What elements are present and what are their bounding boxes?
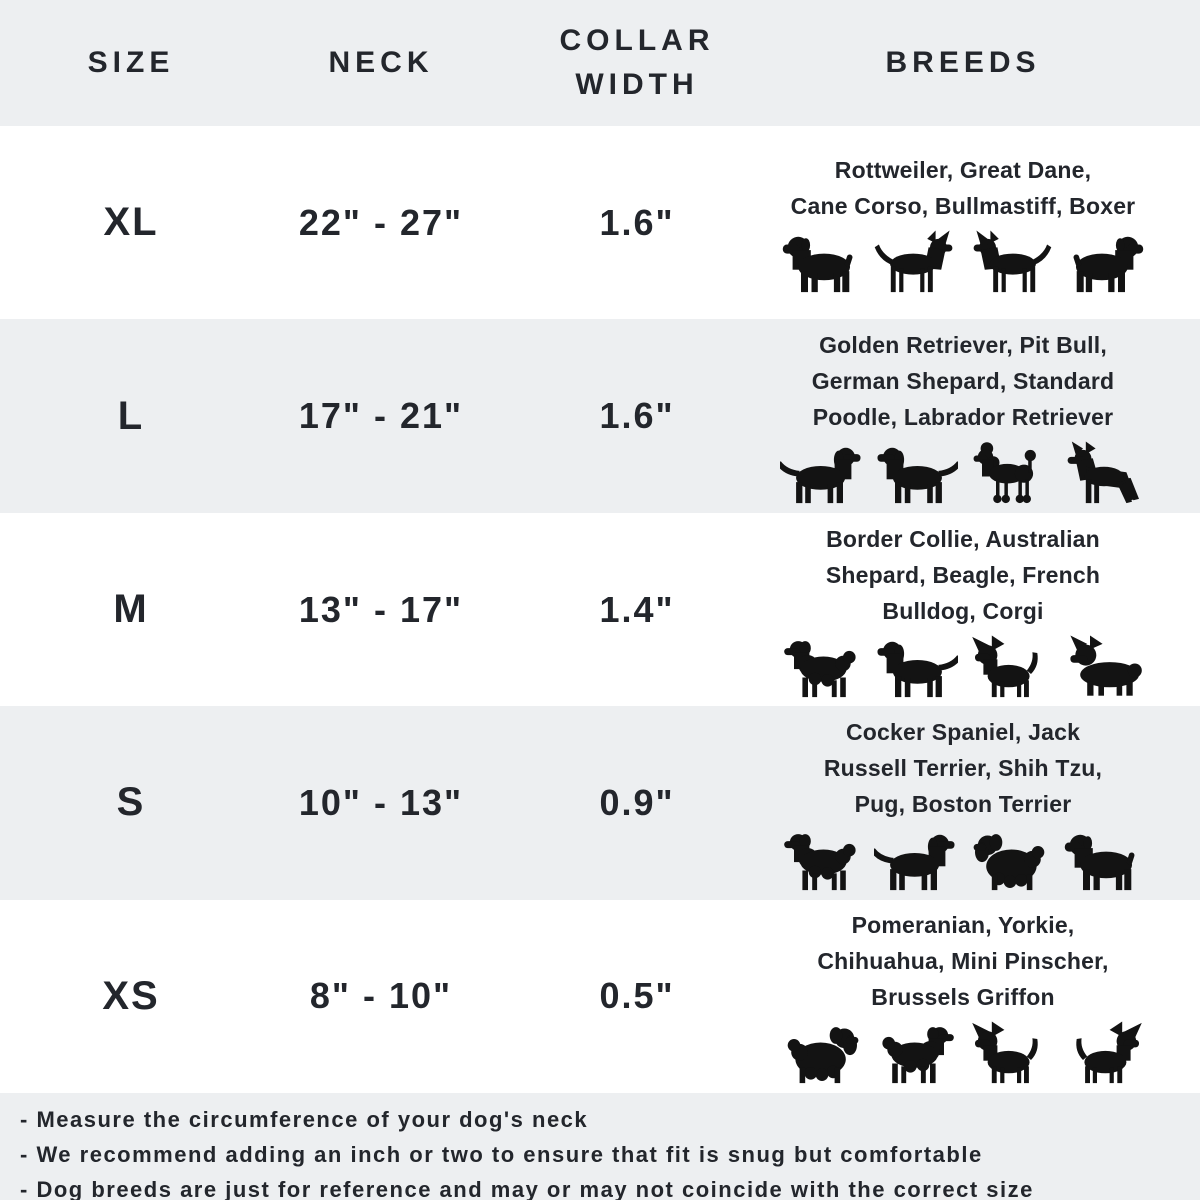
corgi-icon: [1062, 635, 1146, 699]
breeds-text: Pomeranian, Yorkie,: [851, 912, 1075, 939]
breeds-text: German Shepard, Standard: [811, 368, 1115, 395]
pomeranian-icon: [780, 1021, 864, 1085]
standard-poodle-icon: [968, 441, 1052, 505]
measurement-notes: - Measure the circumference of your dog'…: [0, 1093, 1200, 1200]
table-row-l: L 17" - 21" 1.6" Golden Retriever, Pit B…: [0, 319, 1200, 513]
bullmastiff-icon: [1062, 230, 1146, 294]
neck-range: 10" - 13": [298, 781, 464, 823]
note-line: - Measure the circumference of your dog'…: [20, 1107, 589, 1133]
breeds-text: Golden Retriever, Pit Bull,: [819, 332, 1107, 359]
jack-russell-terrier-icon: [874, 828, 958, 892]
min-pin-icon: [1062, 1021, 1146, 1085]
neck-range: 13" - 17": [298, 588, 464, 630]
breeds-text: Border Collie, Australian: [826, 525, 1100, 552]
breed-icons: [780, 1021, 1146, 1085]
breed-icons: [780, 828, 1146, 892]
size-value: XS: [102, 973, 160, 1018]
breeds-cell: Pomeranian, Yorkie, Chihuahua, Mini Pins…: [774, 900, 1200, 1093]
breeds-cell: Rottweiler, Great Dane, Cane Corso, Bull…: [774, 126, 1200, 319]
table-row-xl: XL 22" - 27" 1.6" Rottweiler, Great Dane…: [0, 126, 1200, 319]
cocker-spaniel-icon: [780, 828, 864, 892]
breeds-text: Shepard, Beagle, French: [825, 561, 1101, 588]
shih-tzu-icon: [968, 828, 1052, 892]
collar-width-column-header: COLLAR WIDTH: [559, 24, 715, 101]
table-header-row: SIZE NECK COLLAR WIDTH BREEDS: [0, 0, 1200, 126]
french-bulldog-icon: [968, 635, 1052, 699]
golden-retriever-icon: [780, 441, 864, 505]
breeds-cell: Golden Retriever, Pit Bull, German Shepa…: [774, 319, 1200, 512]
breeds-text: Pug, Boston Terrier: [854, 790, 1072, 817]
size-value: S: [116, 780, 146, 825]
yorkie-icon: [874, 1021, 958, 1085]
breed-icons: [780, 230, 1146, 294]
collar-width-value: 0.9": [599, 781, 675, 823]
australian-shepherd-icon: [780, 635, 864, 699]
size-value: XL: [103, 200, 159, 245]
labrador-retriever-icon: [874, 441, 958, 505]
breeds-text: Rottweiler, Great Dane,: [834, 156, 1092, 183]
breed-icons: [780, 441, 1146, 505]
breeds-text: Cane Corso, Bullmastiff, Boxer: [790, 192, 1136, 219]
breeds-text: Bulldog, Corgi: [882, 597, 1044, 624]
pug-icon: [1062, 828, 1146, 892]
table-row-m: M 13" - 17" 1.4" Border Collie, Australi…: [0, 513, 1200, 706]
note-line: - Dog breeds are just for reference and …: [20, 1177, 1034, 1200]
collar-width-value: 1.6": [599, 395, 675, 437]
breeds-text: Poodle, Labrador Retriever: [812, 404, 1114, 431]
neck-column-header: NECK: [328, 46, 434, 79]
table-row-s: S 10" - 13" 0.9" Cocker Spaniel, Jack Ru…: [0, 706, 1200, 900]
great-dane-icon: [874, 230, 958, 294]
collar-width-value: 1.6": [599, 201, 675, 243]
table-row-xs: XS 8" - 10" 0.5" Pomeranian, Yorkie, Chi…: [0, 900, 1200, 1093]
beagle-icon: [874, 635, 958, 699]
neck-range: 22" - 27": [298, 201, 464, 243]
breed-icons: [780, 635, 1146, 699]
chihuahua-icon: [968, 1021, 1052, 1085]
note-line: - We recommend adding an inch or two to …: [20, 1142, 983, 1168]
size-value: L: [117, 393, 145, 438]
cane-corso-icon: [968, 230, 1052, 294]
breeds-cell: Border Collie, Australian Shepard, Beagl…: [774, 513, 1200, 706]
breeds-text: Cocker Spaniel, Jack: [845, 718, 1081, 745]
collar-width-value: 0.5": [599, 975, 675, 1017]
size-value: M: [113, 587, 149, 632]
neck-range: 17" - 21": [298, 395, 464, 437]
breeds-text: Chihuahua, Mini Pinscher,: [817, 948, 1109, 975]
collar-width-value: 1.4": [599, 588, 675, 630]
rottweiler-icon: [780, 230, 864, 294]
breeds-text: Russell Terrier, Shih Tzu,: [823, 754, 1103, 781]
neck-range: 8" - 10": [309, 975, 453, 1017]
breeds-column-header: BREEDS: [885, 46, 1041, 79]
german-shepherd-icon: [1062, 441, 1146, 505]
breeds-cell: Cocker Spaniel, Jack Russell Terrier, Sh…: [774, 706, 1200, 899]
breeds-text: Brussels Griffon: [871, 984, 1055, 1011]
size-column-header: SIZE: [87, 46, 175, 79]
